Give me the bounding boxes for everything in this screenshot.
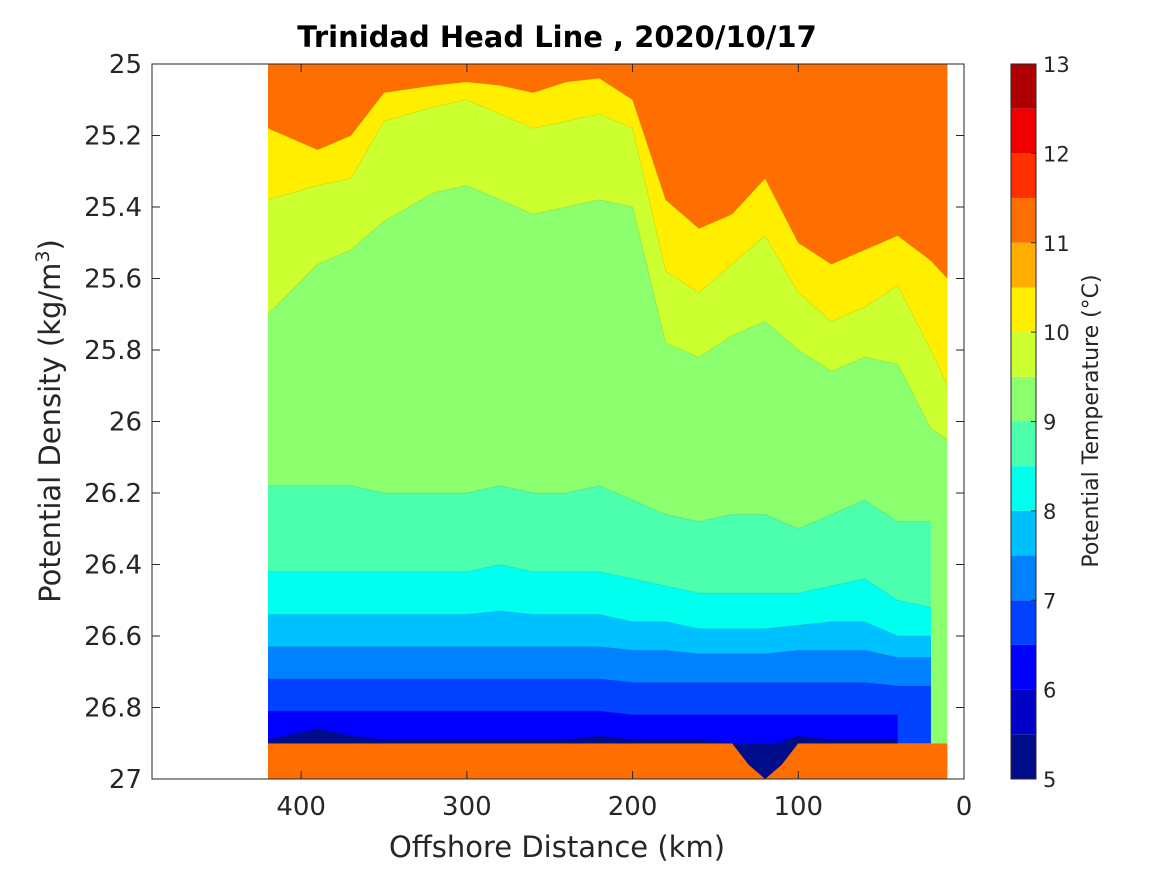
isotherm-8	[268, 610, 931, 637]
x-axis-label: Offshore Distance (km)	[389, 830, 725, 864]
y-axis-label-prefix: Potential Density (kg/m	[33, 263, 67, 603]
y-tick-label: 26.2	[84, 479, 142, 509]
x-tick-label: 300	[442, 792, 492, 822]
isotherm-7	[268, 678, 931, 687]
y-tick-label: 25.4	[84, 193, 142, 223]
colorbar-segment	[1011, 689, 1036, 735]
y-tick-label: 25.2	[84, 122, 142, 152]
x-tick-label: 0	[956, 792, 973, 822]
colorbar-segment	[1011, 644, 1036, 690]
colorbar-tick-label: 7	[1043, 589, 1056, 613]
colorbar-tick-label: 10	[1043, 321, 1070, 345]
band-coldest	[268, 728, 898, 747]
colorbar-label: Potential Temperature (°C)	[1079, 274, 1104, 567]
colorbar-segment	[1011, 153, 1036, 199]
isotherm-9	[268, 485, 931, 530]
colorbar-segment	[1011, 242, 1036, 288]
colorbar-segment	[1011, 108, 1036, 154]
y-axis-label: Potential Density (kg/m3)	[32, 239, 67, 603]
colorbar-tick-label: 6	[1043, 679, 1056, 703]
colorbar-segment	[1011, 510, 1036, 556]
y-tick-label: 25	[109, 50, 142, 80]
isotherm-6.5	[268, 710, 898, 716]
colorbar-segment	[1011, 600, 1036, 645]
colorbar-tick-label: 9	[1043, 411, 1056, 435]
colorbar-segment	[1011, 734, 1036, 779]
band-deep-trough	[732, 743, 799, 779]
chart-title: Trinidad Head Line , 2020/10/17	[297, 20, 817, 54]
colorbar-segment	[1011, 287, 1036, 333]
colorbar-segment	[1011, 376, 1036, 422]
y-tick-label: 26.4	[84, 551, 142, 581]
colorbar-segment	[1011, 198, 1036, 243]
y-tick-label: 27	[109, 765, 142, 795]
y-tick-label: 25.6	[84, 265, 142, 295]
x-tick-label: 100	[773, 792, 823, 822]
colorbar-segment	[1011, 466, 1036, 511]
colorbar-segment	[1011, 332, 1036, 377]
isotherm-6	[267, 728, 898, 748]
x-tick-label: 200	[608, 792, 658, 822]
colorbar-tick-label: 11	[1043, 232, 1070, 256]
x-tick-label: 400	[276, 792, 326, 822]
y-tick-label: 25.8	[84, 336, 142, 366]
y-tick-label: 26.6	[84, 622, 142, 652]
colorbar-segment	[1011, 421, 1036, 467]
colorbar-ticks: 5 6 7 8 9 10 11 12 13	[1031, 53, 1070, 792]
y-tick-label: 26	[109, 408, 142, 438]
y-tick-label: 26.8	[84, 694, 142, 724]
x-axis-ticks: 400 300 200 100 0	[276, 64, 972, 822]
isotherm-8.5	[268, 563, 932, 608]
isotherm-7.5	[268, 646, 931, 658]
y-axis-ticks: 25 25.2 25.4 25.6 25.8 26 26.2 26.4 26.6 26.8 27	[84, 50, 964, 795]
band-below-6.5	[268, 711, 898, 744]
colorbar-segment	[1011, 555, 1036, 601]
isotherm-9.5	[267, 184, 948, 440]
colorbar	[1011, 64, 1036, 779]
y-axis-label-suffix: )	[33, 239, 67, 250]
colorbar-segment	[1011, 64, 1036, 109]
y-axis-label-superscript: 3	[32, 250, 54, 262]
colorbar-tick-label: 12	[1043, 142, 1070, 166]
temperature-field	[268, 64, 948, 779]
colorbar-tick-label: 8	[1043, 500, 1056, 524]
colorbar-tick-label: 13	[1043, 53, 1070, 77]
isotherm-10.5	[267, 77, 948, 279]
colorbar-tick-label: 5	[1043, 768, 1056, 792]
isotherm-lines	[267, 77, 948, 748]
isotherm-10	[267, 99, 948, 386]
